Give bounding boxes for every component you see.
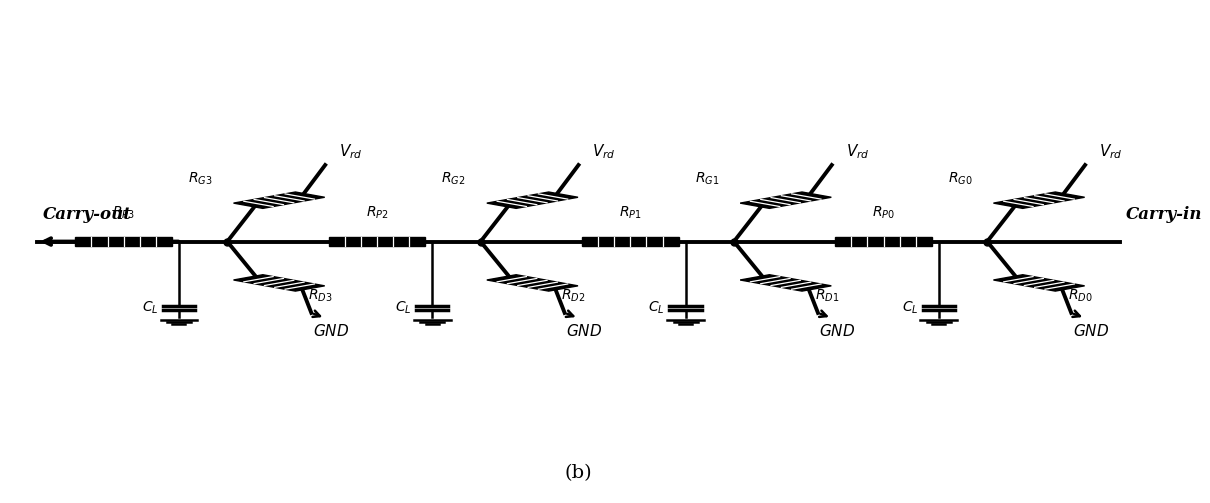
Text: $R_{D2}$: $R_{D2}$ <box>561 288 586 304</box>
Text: $C_L$: $C_L$ <box>394 299 411 316</box>
Text: $C_L$: $C_L$ <box>649 299 664 316</box>
Text: $C_L$: $C_L$ <box>142 299 159 316</box>
Polygon shape <box>741 192 831 208</box>
Text: $V_{rd}$: $V_{rd}$ <box>1099 142 1123 161</box>
Bar <box>835 237 932 245</box>
Bar <box>329 237 426 245</box>
Text: $GND$: $GND$ <box>1073 323 1108 339</box>
Text: $C_L$: $C_L$ <box>901 299 918 316</box>
Polygon shape <box>486 275 578 291</box>
Bar <box>75 237 172 245</box>
Polygon shape <box>993 192 1084 208</box>
Text: $V_{rd}$: $V_{rd}$ <box>592 142 616 161</box>
Text: $R_{G1}$: $R_{G1}$ <box>695 171 719 187</box>
Text: $V_{rd}$: $V_{rd}$ <box>846 142 869 161</box>
Polygon shape <box>234 192 324 208</box>
Text: Carry-in: Carry-in <box>1125 206 1202 223</box>
Text: $GND$: $GND$ <box>313 323 348 339</box>
Text: $R_{G2}$: $R_{G2}$ <box>442 171 466 187</box>
Text: $GND$: $GND$ <box>819 323 855 339</box>
Text: Carry-out: Carry-out <box>44 206 132 223</box>
Text: $R_{P1}$: $R_{P1}$ <box>618 204 641 221</box>
Text: $R_{D0}$: $R_{D0}$ <box>1067 288 1093 304</box>
Text: $GND$: $GND$ <box>566 323 603 339</box>
Polygon shape <box>234 275 324 291</box>
Text: $R_{D3}$: $R_{D3}$ <box>307 288 333 304</box>
Bar <box>582 237 679 245</box>
Text: $R_{P3}$: $R_{P3}$ <box>113 204 136 221</box>
Text: $R_{P2}$: $R_{P2}$ <box>365 204 388 221</box>
Text: $V_{rd}$: $V_{rd}$ <box>339 142 363 161</box>
Text: $R_{G3}$: $R_{G3}$ <box>188 171 212 187</box>
Text: $R_{P0}$: $R_{P0}$ <box>872 204 895 221</box>
Polygon shape <box>993 275 1084 291</box>
Polygon shape <box>741 275 831 291</box>
Text: $R_{D1}$: $R_{D1}$ <box>814 288 839 304</box>
Text: $R_{G0}$: $R_{G0}$ <box>947 171 973 187</box>
Text: (b): (b) <box>565 464 592 482</box>
Polygon shape <box>486 192 578 208</box>
